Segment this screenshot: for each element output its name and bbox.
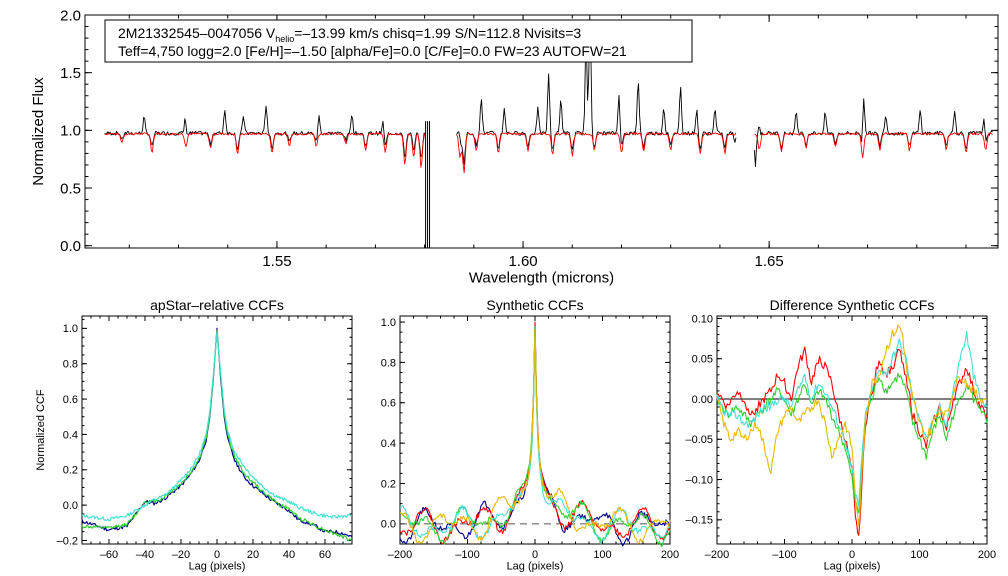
synthetic-ccf-ytick-label: 0.0: [381, 519, 396, 531]
synthetic-ccf-line-model-green: [399, 325, 671, 548]
difference-ccf-xtick-label: 100: [910, 549, 928, 561]
apstar-ccf-xtick-label: 0: [214, 549, 220, 561]
apstar-ccf-ytick-label: 0.4: [63, 429, 78, 441]
spectrum-frame: [84, 14, 999, 249]
apstar-ccf-frame: [81, 315, 353, 545]
spectrum-ytick-label: 1.5: [60, 65, 81, 82]
difference-ccf-xtick-label: –100: [772, 549, 796, 561]
apstar-ccf-line-visit-3: [81, 331, 353, 522]
spectrum-info-box: 2M21332545–0047056 Vhelio=–13.99 km/s ch…: [104, 19, 693, 63]
difference-ccf-xlabel: Lag (pixels): [824, 560, 881, 572]
difference-ccf-line-diff-cyan: [716, 331, 988, 507]
apstar-ccf-ytick-label: 0.0: [63, 500, 78, 512]
synthetic-ccf-ytick-label: 0.2: [381, 478, 396, 490]
difference-ccf-line-diff-gold: [716, 324, 988, 527]
spectrum-ylabel: Normalized Flux: [30, 77, 47, 186]
apstar-ccf-xtick-label: 40: [283, 549, 295, 561]
apstar-ccf-ytick-label: 0.8: [63, 359, 78, 371]
spectrum-ytick-label: 1.0: [60, 123, 81, 140]
spectrum-model-chip-2: [456, 132, 737, 174]
apstar-ccf-panel: –60 –40 –20 0 20 40 60 –0.2 0.0 0.2 0.4 0.6 0.8 1.0 La…: [35, 297, 353, 572]
apstar-ccf-xtick-label: –40: [136, 549, 154, 561]
spectrum-plot-area: [104, 15, 993, 248]
synthetic-ccf-xtick-label: –100: [455, 549, 479, 561]
apstar-ccf-xtick-label: 60: [319, 549, 331, 561]
difference-ccf-xtick-label: 200: [978, 549, 996, 561]
synthetic-ccf-ytick-label: 0.4: [381, 438, 396, 450]
synthetic-ccf-ytick-label: 0.6: [381, 398, 396, 410]
apstar-ccf-line-visit-2: [81, 329, 353, 542]
apstar-ccf-ylabel: Normalized CCF: [35, 389, 47, 471]
apstar-ccf-ytick-label: 1.0: [63, 323, 78, 335]
spectrum-observed-chip-3: [753, 98, 993, 168]
difference-ccf-xtick-label: 0: [849, 549, 855, 561]
spectrum-model-chip-1: [104, 132, 426, 168]
apstar-ccf-line-visit-1: [81, 327, 353, 538]
synthetic-ccf-line-model-cyan: [399, 327, 671, 545]
info-line-2: Teff=4,750 logg=2.0 [Fe/H]=–1.50 [alpha/…: [118, 43, 627, 59]
apstar-ccf-ytick-label: 0.6: [63, 394, 78, 406]
spectrum-panel: 1.55 1.60 1.65 0.0 0.5 1.0 1.5 2.0 Wavelength (m…: [30, 7, 999, 287]
synthetic-ccf-xtick-label: 200: [661, 549, 679, 561]
spectrum-xtick-label: 1.65: [755, 253, 784, 270]
apstar-ccf-ytick-label: –0.2: [57, 535, 78, 547]
difference-ccf-line-diff-red: [716, 346, 988, 536]
synthetic-ccf-ytick-label: 0.8: [381, 357, 396, 369]
difference-ccf-xtick-label: –200: [705, 549, 729, 561]
info-box-frame: [104, 19, 693, 63]
spectrum-xlabel: Wavelength (microns): [469, 270, 614, 287]
apstar-ccf-xtick-label: –60: [100, 549, 118, 561]
spectrum-ytick-label: 0.5: [60, 180, 81, 197]
difference-ccf-ytick-label: 0.05: [692, 354, 713, 366]
spectrum-xtick-label: 1.60: [508, 253, 537, 270]
spectrum-ytick-label: 0.0: [60, 238, 81, 255]
apstar-ccf-xlabel: Lag (pixels): [189, 560, 246, 572]
synthetic-ccf-title: Synthetic CCFs: [486, 297, 583, 313]
synthetic-ccf-line-model-gold: [399, 329, 671, 545]
synthetic-ccf-line-model-red: [399, 321, 671, 545]
apstar-ccf-xtick-label: 20: [247, 549, 259, 561]
synthetic-ccf-xtick-label: 0: [532, 549, 538, 561]
spectrum-ytick-label: 2.0: [60, 7, 81, 24]
info-line-1: 2M21332545–0047056 Vhelio=–13.99 km/s ch…: [118, 25, 581, 44]
difference-ccf-title: Difference Synthetic CCFs: [770, 297, 935, 313]
difference-ccf-ytick-label: –0.05: [685, 434, 713, 446]
synthetic-ccf-panel: –200 –100 0 100 200 0.0 0.2 0.4 0.6 0.8 1.0 Lag (pi…: [381, 297, 679, 572]
difference-ccf-panel: –200 –100 0 100 200 –0.15 –0.10 –0.05 0.00 0.05 0.…: [685, 297, 996, 572]
difference-ccf-ytick-label: –0.10: [685, 474, 713, 486]
difference-ccf-ytick-label: –0.15: [685, 515, 713, 527]
difference-ccf-line-diff-green: [716, 372, 988, 514]
difference-ccf-ytick-label: 0.00: [692, 394, 713, 406]
apstar-ccf-ytick-label: 0.2: [63, 465, 78, 477]
synthetic-ccf-ytick-label: 1.0: [381, 317, 396, 329]
synthetic-ccf-xlabel: Lag (pixels): [507, 560, 564, 572]
synthetic-ccf-xtick-label: 100: [593, 549, 611, 561]
synthetic-ccf-xtick-label: –200: [388, 549, 412, 561]
spectrum-xtick-label: 1.55: [262, 253, 291, 270]
difference-ccf-ytick-label: 0.10: [692, 313, 713, 325]
apstar-ccf-title: apStar–relative CCFs: [150, 297, 284, 313]
spectrum-model-chip-3: [754, 132, 993, 159]
apstar-ccf-xtick-label: –20: [172, 549, 190, 561]
